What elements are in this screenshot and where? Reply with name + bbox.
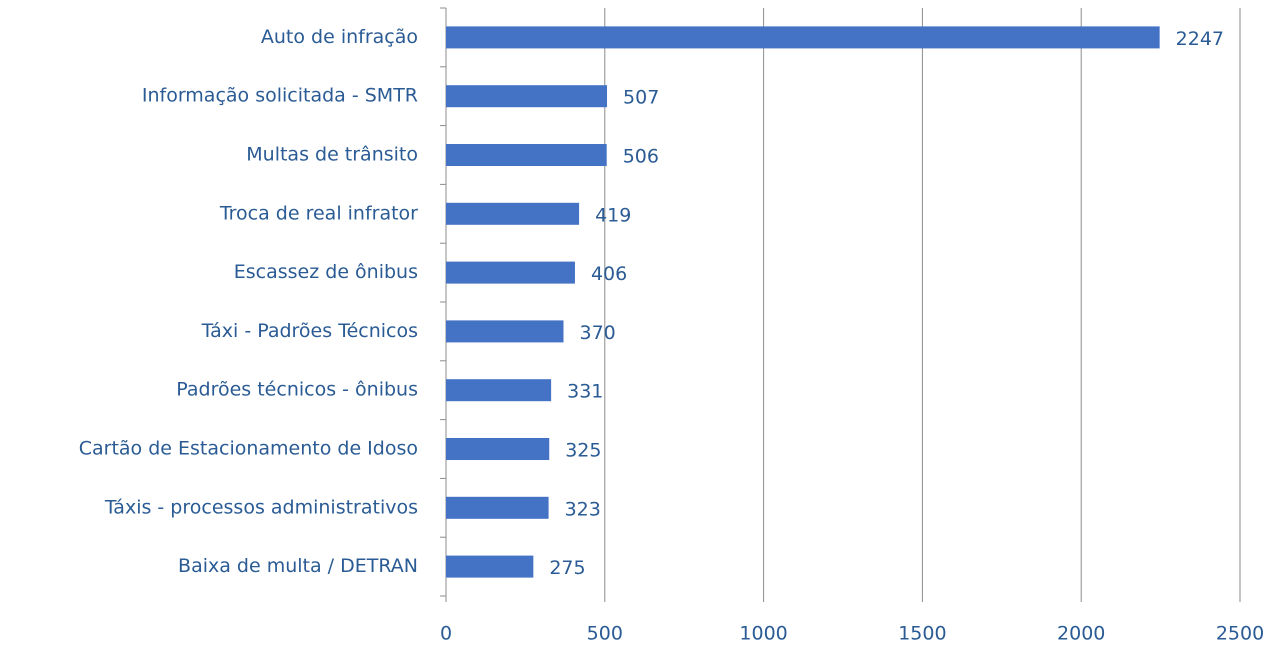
x-tick-label: 1000: [739, 623, 787, 645]
bar: [446, 144, 607, 166]
x-tick-label: 0: [440, 623, 452, 645]
y-tick-label: Cartão de Estacionamento de Idoso: [79, 438, 418, 460]
y-tick-label: Baixa de multa / DETRAN: [178, 555, 418, 577]
x-tick-label: 1500: [898, 623, 946, 645]
data-label: 370: [580, 322, 616, 344]
y-tick-label: Táxis - processos administrativos: [104, 496, 418, 518]
y-tick-label: Informação solicitada - SMTR: [142, 85, 418, 107]
x-tick-label: 2500: [1216, 623, 1264, 645]
y-tick-label: Táxi - Padrões Técnicos: [201, 320, 418, 342]
bar: [446, 379, 552, 402]
data-label: 275: [549, 557, 585, 579]
bar: [446, 320, 564, 343]
data-label: 323: [565, 498, 601, 520]
x-tick-label: 500: [587, 623, 623, 645]
bar: [446, 202, 580, 225]
data-label: 2247: [1176, 28, 1224, 50]
y-tick-label: Auto de infração: [261, 26, 418, 48]
bar: [446, 26, 1160, 49]
bar: [446, 555, 534, 578]
y-tick-label: Multas de trânsito: [246, 144, 418, 166]
data-label: 325: [565, 440, 601, 462]
bar: [446, 496, 549, 519]
data-label: 406: [591, 263, 627, 285]
data-label: 507: [623, 87, 659, 109]
y-tick-label: Troca de real infrator: [219, 202, 418, 224]
data-label: 506: [623, 146, 659, 168]
bar: [446, 85, 608, 108]
y-tick-label: Padrões técnicos - ônibus: [176, 379, 418, 401]
bar: [446, 438, 550, 460]
bar: [446, 261, 575, 284]
x-tick-label: 2000: [1057, 623, 1105, 645]
data-label: 419: [595, 204, 631, 226]
data-label: 331: [567, 381, 603, 403]
y-tick-label: Escassez de ônibus: [234, 261, 418, 283]
